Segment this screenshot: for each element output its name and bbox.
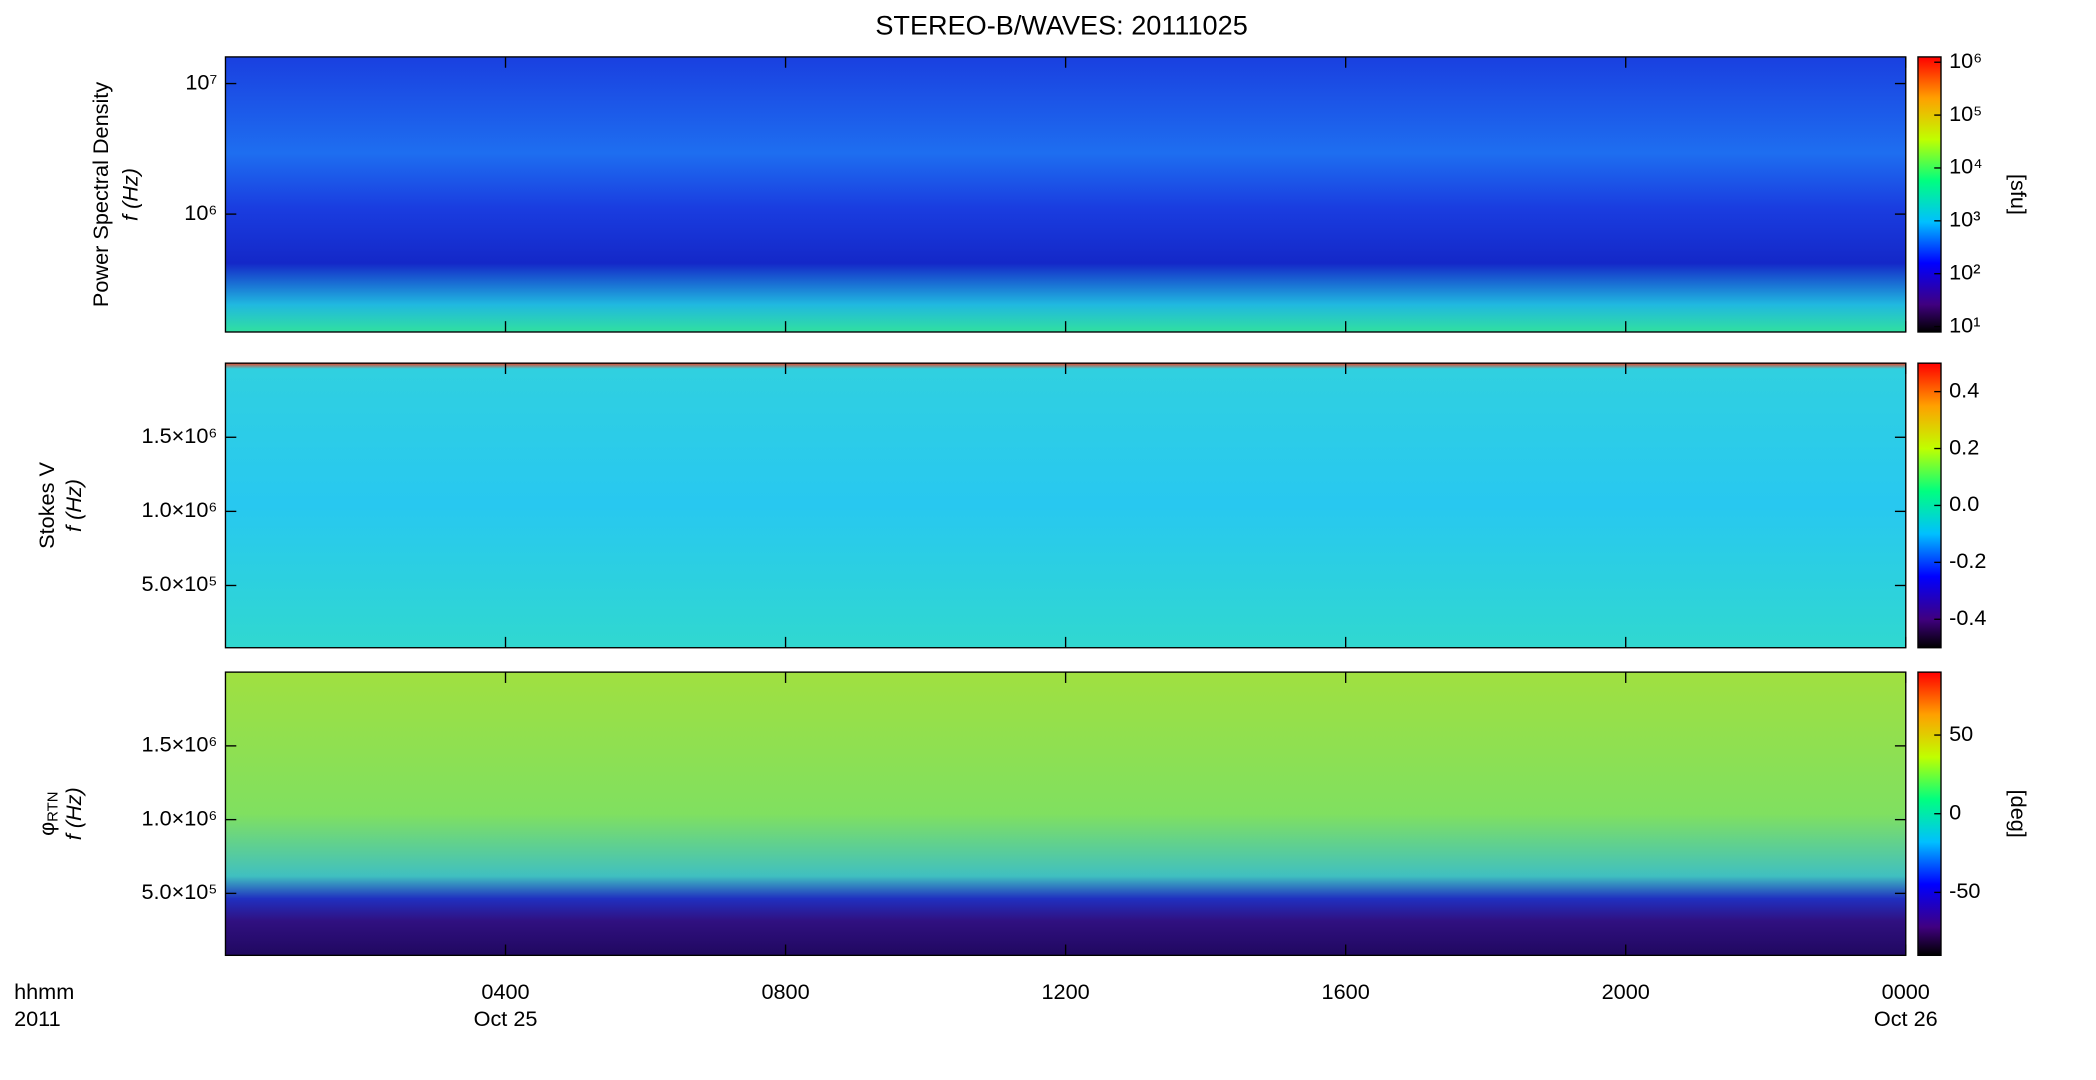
colorbar-label: [deg] (2006, 790, 2031, 838)
x-tick-label: 0400 (481, 979, 529, 1004)
colorbar-tick-label: 10⁵ (1949, 101, 1982, 126)
y-tick-label: 1.0×10⁶ (142, 805, 218, 830)
colorbar-tick-label: 0.0 (1949, 491, 1979, 516)
y-tick-label: 1.5×10⁶ (142, 423, 218, 448)
y-tick-label: 1.5×10⁶ (142, 732, 218, 757)
corner-label: hhmm (14, 979, 74, 1004)
colorbar-tick-label: 50 (1949, 721, 1973, 746)
x-tick-label: 1600 (1322, 979, 1370, 1004)
colorbar-tick-label: 10⁶ (1949, 48, 1982, 73)
y-axis-label-subscript: RTN (45, 792, 61, 822)
spectrogram-image (225, 56, 1906, 332)
y-axis-label: f (Hz) (118, 168, 143, 221)
spectrogram-image (225, 672, 1906, 956)
y-axis-label: f (Hz) (61, 787, 86, 840)
colorbar-tick-label: 0 (1949, 799, 1961, 824)
x-tick-label: 2000 (1602, 979, 1650, 1004)
y-axis-label: Power Spectral Density (88, 82, 113, 307)
y-axis-label: f (Hz) (61, 479, 86, 532)
colorbar (1917, 56, 1942, 333)
x-tick-date: Oct 26 (1874, 1006, 1938, 1031)
colorbar-tick-label: 0.2 (1949, 434, 1979, 459)
y-axis-label: Stokes V (34, 462, 59, 549)
colorbar-tick-label: 10² (1949, 259, 1980, 284)
y-tick-label: 10⁶ (184, 200, 217, 225)
colorbar-tick-label: 10⁴ (1949, 154, 1982, 179)
colorbar-tick-label: -0.2 (1949, 548, 1986, 573)
colorbar-tick-label: 0.4 (1949, 377, 1979, 402)
y-tick-label: 10⁷ (185, 69, 217, 94)
y-tick-label: 5.0×10⁵ (141, 879, 217, 904)
corner-label: 2011 (14, 1006, 61, 1031)
x-tick-label: 0800 (761, 979, 809, 1004)
title: STEREO-B/WAVES: 20111025 (875, 9, 1247, 40)
colorbar-tick-label: -0.4 (1949, 605, 1986, 630)
y-axis-label-text: φ (34, 822, 59, 836)
x-tick-label: 0000 (1882, 979, 1930, 1004)
y-axis-label: φRTN (34, 792, 62, 836)
y-tick-label: 1.0×10⁶ (142, 497, 218, 522)
x-tick-label: 1200 (1042, 979, 1090, 1004)
colorbar-label: [sfu] (2006, 174, 2031, 215)
colorbar-tick-label: 10³ (1949, 207, 1980, 232)
colorbar-tick-label: -50 (1949, 878, 1980, 903)
y-tick-label: 5.0×10⁵ (141, 571, 217, 596)
colorbar-tick-label: 10¹ (1949, 312, 1980, 337)
x-tick-date: Oct 25 (474, 1006, 538, 1031)
y-axis-label-text: Power Spectral Density (88, 82, 113, 307)
y-axis-label-text: Stokes V (34, 462, 59, 549)
spectrogram-image (225, 363, 1906, 648)
